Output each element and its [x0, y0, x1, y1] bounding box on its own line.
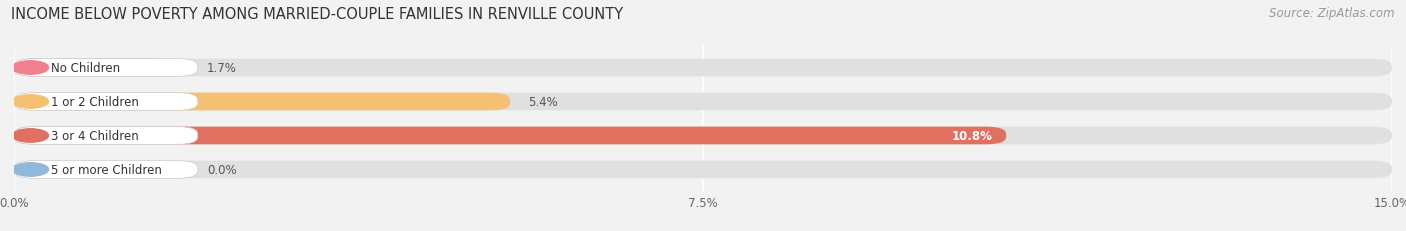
Circle shape — [13, 61, 49, 75]
FancyBboxPatch shape — [14, 59, 198, 77]
Circle shape — [13, 163, 49, 176]
Text: Source: ZipAtlas.com: Source: ZipAtlas.com — [1270, 7, 1395, 20]
FancyBboxPatch shape — [14, 127, 198, 145]
Text: No Children: No Children — [52, 62, 121, 75]
Text: 3 or 4 Children: 3 or 4 Children — [52, 129, 139, 142]
Circle shape — [13, 129, 49, 143]
Text: INCOME BELOW POVERTY AMONG MARRIED-COUPLE FAMILIES IN RENVILLE COUNTY: INCOME BELOW POVERTY AMONG MARRIED-COUPL… — [11, 7, 623, 22]
Text: 1 or 2 Children: 1 or 2 Children — [52, 96, 139, 109]
FancyBboxPatch shape — [14, 59, 170, 77]
FancyBboxPatch shape — [14, 59, 1392, 77]
Text: 5 or more Children: 5 or more Children — [52, 163, 162, 176]
FancyBboxPatch shape — [14, 93, 198, 111]
Text: 5.4%: 5.4% — [529, 96, 558, 109]
FancyBboxPatch shape — [14, 127, 1007, 145]
Text: 0.0%: 0.0% — [207, 163, 236, 176]
FancyBboxPatch shape — [14, 161, 198, 179]
Text: 1.7%: 1.7% — [207, 62, 236, 75]
FancyBboxPatch shape — [14, 161, 1392, 179]
FancyBboxPatch shape — [14, 127, 1392, 145]
Circle shape — [13, 95, 49, 109]
FancyBboxPatch shape — [14, 93, 1392, 111]
Text: 10.8%: 10.8% — [952, 129, 993, 142]
FancyBboxPatch shape — [14, 93, 510, 111]
